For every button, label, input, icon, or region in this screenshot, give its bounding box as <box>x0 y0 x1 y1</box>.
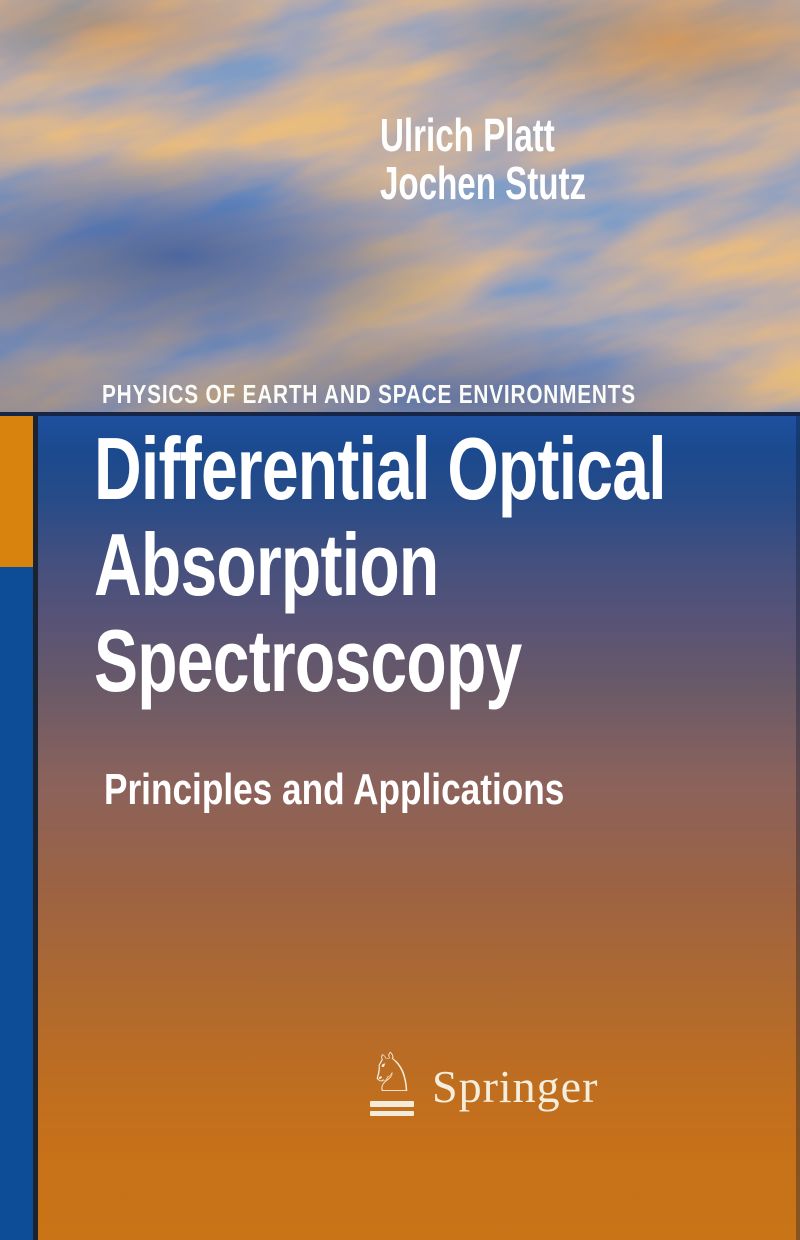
cover-photo: Ulrich Platt Jochen Stutz PHYSICS OF EAR… <box>0 0 800 412</box>
series-title: PHYSICS OF EARTH AND SPACE ENVIRONMENTS <box>102 379 636 409</box>
spine-stripe-blue <box>0 567 33 1240</box>
publisher-logo: ♘ Springer <box>366 1041 599 1116</box>
authors-block: Ulrich Platt Jochen Stutz <box>380 111 586 207</box>
publisher-name: Springer <box>432 1061 599 1112</box>
author-name: Ulrich Platt <box>380 109 555 161</box>
horse-pedestal-bar <box>370 1111 414 1116</box>
cloud-color-overlay <box>0 0 800 412</box>
book-subtitle: Principles and Applications <box>104 765 565 814</box>
knight-glyph: ♘ <box>367 1041 417 1104</box>
spine-stripe-orange <box>0 416 33 567</box>
cover-panel: Differential Optical Absorption Spectros… <box>38 416 800 1240</box>
author-name: Jochen Stutz <box>380 157 587 209</box>
book-title: Differential Optical Absorption Spectros… <box>94 419 667 710</box>
springer-horse-icon: ♘ <box>366 1041 418 1116</box>
book-title-line: Absorption <box>94 515 439 614</box>
divider-line <box>0 412 800 416</box>
horse-pedestal-bar <box>370 1101 414 1107</box>
spine-stripe-border <box>33 416 38 1240</box>
book-title-line: Differential Optical <box>94 419 667 518</box>
book-title-line: Spectroscopy <box>94 611 522 710</box>
